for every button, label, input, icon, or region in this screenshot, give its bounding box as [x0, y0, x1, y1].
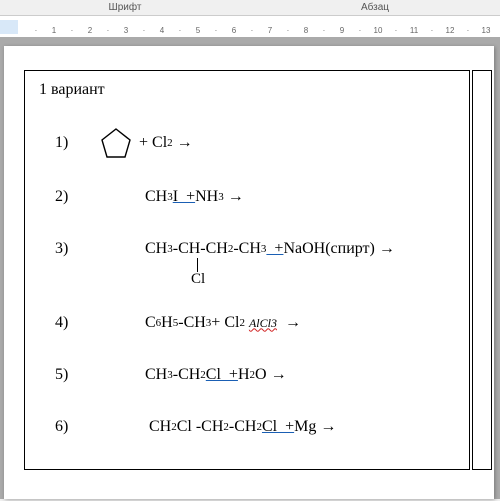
- ruler-minor-tick: ·: [215, 26, 218, 35]
- ruler-tick: 3: [124, 26, 128, 35]
- ruler-minor-tick: ·: [467, 26, 470, 35]
- ruler-tick: 4: [160, 26, 164, 35]
- ruler-tick: 10: [374, 26, 383, 35]
- ruler-tick: 9: [340, 26, 344, 35]
- exercise-box: 1 вариант 1) + Cl2 →2)CH3I + NH3 →3)CH3-…: [24, 70, 470, 470]
- equation-row: 4)C6H5-CH3 + Cl2 AlCl3→: [39, 309, 455, 337]
- equation-row: 6)CH2Cl -CH2-CH2Cl + Mg →: [39, 413, 455, 441]
- equation-number: 3): [39, 240, 99, 258]
- equation-body: CH2Cl -CH2-CH2Cl + Mg →: [99, 418, 340, 436]
- ruler-minor-tick: ·: [107, 26, 110, 35]
- ruler-minor-tick: ·: [251, 26, 254, 35]
- equation-number: 5): [39, 366, 99, 384]
- equation-body: CH3-CH-CH2-CH3 + NaOH(спирт) →Cl: [99, 240, 399, 258]
- equation-body: CH3-CH2Cl + H2O →: [99, 366, 291, 384]
- ruler-minor-tick: ·: [179, 26, 182, 35]
- ruler-tick: 2: [88, 26, 92, 35]
- ruler-minor-tick: ·: [359, 26, 362, 35]
- ruler-tick: 1: [52, 26, 56, 35]
- document-workspace: 1 вариант 1) + Cl2 →2)CH3I + NH3 →3)CH3-…: [0, 38, 500, 499]
- equation-row: 3)CH3-CH-CH2-CH3 + NaOH(спирт) →Cl: [39, 235, 455, 263]
- equation-number: 1): [39, 134, 99, 152]
- ruler-minor-tick: ·: [287, 26, 290, 35]
- document-page[interactable]: 1 вариант 1) + Cl2 →2)CH3I + NH3 →3)CH3-…: [4, 46, 494, 499]
- equation-row: 1) + Cl2 →: [39, 127, 455, 159]
- ruler-left-margin[interactable]: [0, 20, 18, 34]
- exercise-box-adjacent: [472, 70, 492, 470]
- ruler-minor-tick: ·: [35, 26, 38, 35]
- ribbon-label-font: Шрифт: [0, 2, 250, 13]
- equation-number: 6): [39, 418, 99, 436]
- equation-number: 2): [39, 188, 99, 206]
- equation-body: CH3I + NH3 →: [99, 188, 248, 206]
- equation-row: 5)CH3-CH2Cl + H2O →: [39, 361, 455, 389]
- ruler-tick: 13: [482, 26, 491, 35]
- ruler-tick: 5: [196, 26, 200, 35]
- ruler-tick: 7: [268, 26, 272, 35]
- ruler-tick: 6: [232, 26, 236, 35]
- ribbon-group-labels: Шрифт Абзац: [0, 0, 500, 16]
- ruler-minor-tick: ·: [395, 26, 398, 35]
- ruler-tick: 11: [410, 26, 418, 35]
- equation-body: + Cl2 →: [99, 127, 197, 159]
- equation-number: 4): [39, 314, 99, 332]
- ruler-tick: 12: [446, 26, 455, 35]
- ruler-minor-tick: ·: [71, 26, 74, 35]
- ruler-tick: 8: [304, 26, 308, 35]
- variant-title: 1 вариант: [39, 81, 455, 99]
- cl-substituent-branch: Cl: [191, 258, 205, 287]
- ribbon-label-paragraph: Абзац: [250, 2, 500, 13]
- ruler-minor-tick: ·: [143, 26, 146, 35]
- horizontal-ruler[interactable]: 1 · 2 · 3 · 4 · 5 · 6 · 7 · 8 · 9 · 10 · 11 · 12 · 13 ·: [0, 16, 500, 38]
- ruler-minor-tick: ·: [431, 26, 434, 35]
- ruler-minor-tick: ·: [323, 26, 326, 35]
- equation-body: C6H5-CH3 + Cl2 AlCl3→: [99, 314, 305, 332]
- equation-row: 2)CH3I + NH3 →: [39, 183, 455, 211]
